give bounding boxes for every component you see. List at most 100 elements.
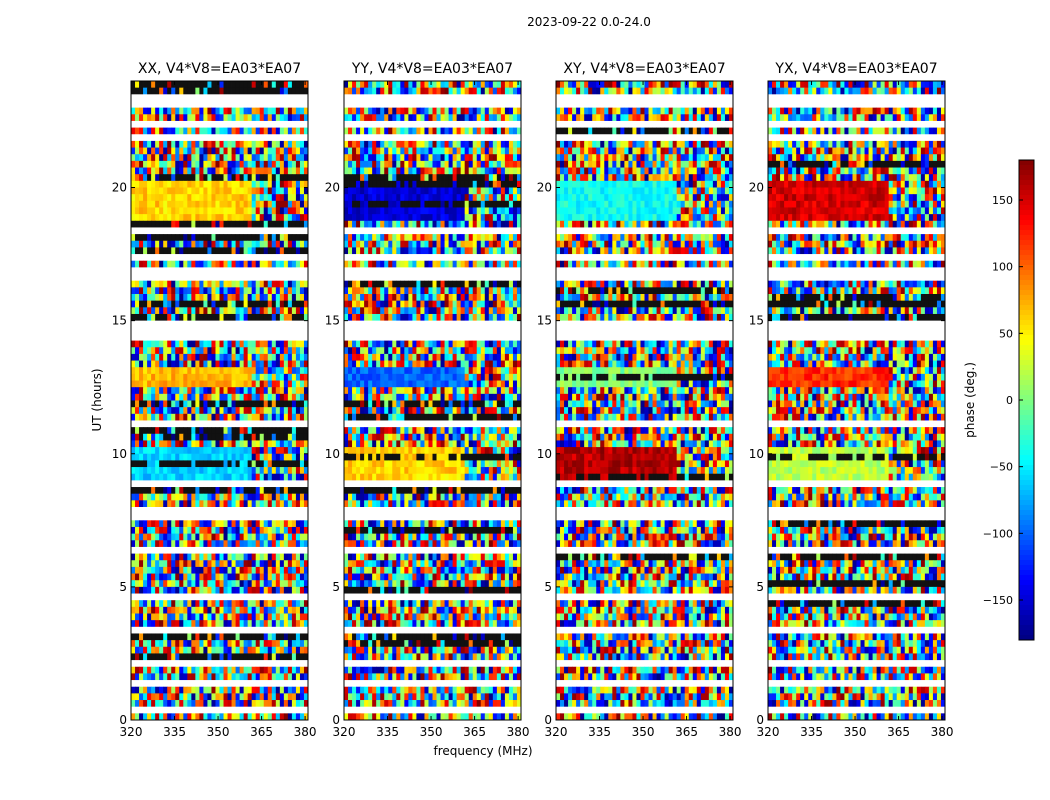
heatmap-cell: [424, 367, 429, 375]
heatmap-cell: [259, 200, 265, 208]
heatmap-cell: [163, 440, 168, 448]
heatmap-cell: [263, 620, 269, 628]
heatmap-cell: [344, 220, 349, 228]
heatmap-cell: [348, 373, 353, 381]
heatmap-cell: [195, 280, 200, 288]
heatmap-cell: [183, 393, 188, 401]
heatmap-cell: [199, 686, 204, 694]
heatmap-cell: [303, 700, 309, 708]
heatmap-cell: [468, 347, 474, 355]
heatmap-cell: [159, 500, 164, 508]
heatmap-cell: [376, 360, 381, 368]
heatmap-cell: [247, 287, 253, 295]
heatmap-cell: [187, 280, 192, 288]
heatmap-cell: [163, 520, 168, 528]
heatmap-cell: [291, 107, 297, 115]
heatmap-cell: [279, 393, 285, 401]
heatmap-cell: [267, 174, 273, 182]
heatmap-cell: [412, 393, 417, 401]
heatmap-cell: [428, 154, 433, 162]
heatmap-cell: [195, 160, 200, 168]
heatmap-cell: [207, 560, 212, 568]
heatmap-cell: [219, 700, 224, 708]
heatmap-cell: [291, 380, 297, 388]
heatmap-cell: [239, 194, 245, 202]
heatmap-cell: [404, 207, 409, 215]
heatmap-cell: [175, 613, 180, 621]
heatmap-cell: [195, 653, 200, 661]
heatmap-cell: [388, 247, 393, 255]
heatmap-cell: [235, 167, 241, 175]
heatmap-cell: [279, 340, 285, 348]
heatmap-cell: [191, 353, 196, 361]
heatmap-cell: [175, 673, 180, 681]
heatmap-cell: [452, 340, 458, 348]
heatmap-cell: [183, 713, 188, 721]
heatmap-cell: [484, 260, 490, 268]
heatmap-cell: [352, 373, 357, 381]
heatmap-cell: [271, 107, 277, 115]
heatmap-cell: [227, 87, 232, 95]
heatmap-cell: [472, 300, 478, 308]
heatmap-cell: [412, 220, 417, 228]
heatmap-cell: [356, 107, 361, 115]
heatmap-cell: [259, 493, 265, 501]
heatmap-cell: [203, 673, 208, 681]
heatmap-cell: [163, 347, 168, 355]
heatmap-cell: [380, 300, 385, 308]
heatmap-cell: [147, 367, 152, 375]
heatmap-cell: [143, 586, 148, 594]
heatmap-cell: [195, 220, 200, 228]
heatmap-cell: [303, 307, 309, 315]
heatmap-cell: [215, 620, 220, 628]
heatmap-cell: [231, 207, 236, 215]
heatmap-cell: [352, 174, 357, 182]
heatmap-cell: [223, 640, 228, 648]
heatmap-cell: [255, 487, 261, 495]
heatmap-cell: [211, 560, 216, 568]
flagged-row: [131, 327, 308, 335]
heatmap-cell: [344, 160, 349, 168]
heatmap-cell: [187, 666, 192, 674]
heatmap-cell: [496, 147, 502, 155]
heatmap-cell: [159, 413, 164, 421]
heatmap-cell: [167, 460, 172, 468]
heatmap-cell: [155, 713, 160, 721]
heatmap-cell: [303, 114, 309, 122]
heatmap-cell: [207, 294, 212, 302]
heatmap-cell: [183, 700, 188, 708]
heatmap-cell: [368, 287, 373, 295]
heatmap-cell: [356, 220, 361, 228]
heatmap-cell: [243, 367, 249, 375]
heatmap-cell: [500, 160, 506, 168]
heatmap-cell: [291, 400, 297, 408]
heatmap-cell: [408, 387, 413, 395]
heatmap-cell: [251, 427, 257, 435]
heatmap-cell: [468, 194, 474, 202]
heatmap-cell: [215, 160, 220, 168]
heatmap-cell: [424, 187, 429, 195]
heatmap-cell: [279, 606, 285, 614]
heatmap-cell: [275, 200, 281, 208]
heatmap-cell: [275, 500, 281, 508]
heatmap-cell: [183, 154, 188, 162]
heatmap-cell: [207, 160, 212, 168]
heatmap-cell: [356, 294, 361, 302]
heatmap-cell: [291, 114, 297, 122]
heatmap-cell: [203, 114, 208, 122]
heatmap-cell: [159, 540, 164, 548]
heatmap-cell: [279, 307, 285, 315]
heatmap-cell: [207, 566, 212, 574]
heatmap-cell: [231, 180, 236, 188]
heatmap-cell: [267, 154, 273, 162]
heatmap-cell: [191, 427, 196, 435]
heatmap-cell: [396, 127, 401, 135]
heatmap-cell: [388, 214, 393, 222]
heatmap-cell: [516, 107, 522, 115]
heatmap-cell: [219, 380, 224, 388]
heatmap-cell: [512, 380, 518, 388]
heatmap-cell: [183, 620, 188, 628]
heatmap-cell: [203, 713, 208, 721]
heatmap-cell: [247, 294, 253, 302]
heatmap-cell: [512, 180, 518, 188]
